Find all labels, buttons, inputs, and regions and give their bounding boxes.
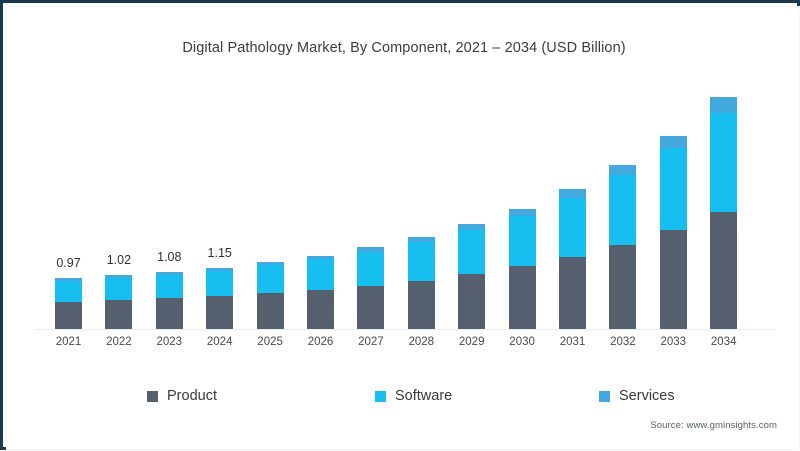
bar-segment-services[interactable]	[559, 189, 586, 198]
legend-swatch-icon	[599, 390, 610, 402]
bar-segment-software[interactable]	[357, 251, 385, 286]
bar-segment-services[interactable]	[609, 165, 637, 176]
bar-segment-product[interactable]	[55, 301, 82, 329]
bar-segment-product[interactable]	[659, 230, 687, 329]
x-tick-label-2025: 2025	[257, 336, 283, 348]
x-tick-label-2022: 2022	[106, 336, 132, 348]
bar-segment-services[interactable]	[206, 268, 234, 272]
legend-label: Product	[167, 388, 217, 404]
bar-segment-services[interactable]	[155, 272, 183, 275]
bar-segment-services[interactable]	[105, 275, 133, 278]
chart-legend: Product Software Services	[147, 388, 687, 410]
bar-segment-product[interactable]	[105, 300, 133, 329]
bar-value-label: 1.02	[106, 253, 132, 268]
bar-value-label: 0.97	[56, 255, 81, 270]
bar-segment-software[interactable]	[508, 215, 536, 267]
x-tick-label-2031: 2031	[559, 336, 586, 348]
bar-segment-services[interactable]	[710, 97, 738, 113]
plot-area: 0.97 2021 1.02 2022 1.08 2023 1.15 2024 2025 2026…	[7, 7, 800, 451]
bar-segment-software[interactable]	[710, 112, 738, 212]
legend-swatch-icon	[147, 390, 158, 402]
chart-title: Digital Pathology Market, By Component, …	[182, 40, 626, 56]
x-tick-label-2033: 2033	[660, 336, 687, 348]
legend-label: Software	[395, 388, 453, 404]
x-tick-label-2021: 2021	[55, 336, 82, 348]
chart-canvas: Digital Pathology Market, By Component, …	[6, 6, 800, 450]
bar-segment-software[interactable]	[206, 271, 234, 297]
bar-segment-software[interactable]	[105, 277, 133, 301]
x-tick-label-2030: 2030	[509, 336, 535, 348]
bar-segment-product[interactable]	[206, 296, 234, 329]
bar-segment-product[interactable]	[609, 244, 637, 329]
bar-segment-services[interactable]	[458, 224, 486, 230]
bar-segment-services[interactable]	[357, 247, 385, 252]
bar-segment-product[interactable]	[155, 298, 183, 329]
bar-segment-software[interactable]	[559, 197, 586, 257]
bar-segment-services[interactable]	[55, 277, 82, 281]
legend-swatch-icon	[375, 390, 386, 402]
bar-segment-product[interactable]	[458, 274, 486, 329]
legend-item-services[interactable]: Services	[599, 388, 675, 404]
bar-segment-product[interactable]	[710, 212, 738, 329]
x-axis-line	[35, 329, 775, 330]
bar-segment-software[interactable]	[659, 148, 687, 231]
legend-item-product[interactable]: Product	[147, 388, 217, 404]
bar-segment-services[interactable]	[508, 208, 536, 216]
bar-value-label: 1.15	[207, 246, 232, 261]
bar-segment-product[interactable]	[256, 293, 284, 329]
legend-item-software[interactable]: Software	[375, 388, 452, 404]
x-tick-label-2034: 2034	[710, 336, 737, 348]
bar-segment-product[interactable]	[407, 280, 435, 329]
bar-value-label: 1.08	[157, 250, 182, 265]
bar-segment-software[interactable]	[407, 242, 435, 281]
bar-segment-services[interactable]	[659, 136, 687, 149]
x-tick-label-2032: 2032	[610, 336, 636, 348]
bar-segment-software[interactable]	[55, 280, 82, 302]
bar-segment-product[interactable]	[559, 256, 586, 329]
bar-segment-software[interactable]	[307, 259, 334, 290]
x-tick-label-2023: 2023	[156, 336, 183, 348]
x-tick-label-2024: 2024	[206, 336, 233, 348]
bar-segment-product[interactable]	[508, 266, 536, 329]
x-tick-label-2027: 2027	[358, 336, 384, 348]
x-tick-label-2026: 2026	[307, 336, 334, 348]
bar-segment-services[interactable]	[256, 262, 284, 266]
bar-segment-product[interactable]	[307, 290, 334, 329]
bar-segment-services[interactable]	[407, 237, 435, 243]
bar-segment-software[interactable]	[458, 229, 486, 275]
x-tick-label-2029: 2029	[458, 336, 485, 348]
legend-label: Services	[619, 388, 675, 404]
bar-segment-services[interactable]	[307, 255, 334, 260]
source-attribution: Source: www.gminsights.com	[650, 420, 777, 431]
bar-segment-software[interactable]	[256, 265, 284, 294]
x-tick-label-2028: 2028	[408, 336, 435, 348]
bar-segment-software[interactable]	[609, 175, 637, 245]
bar-segment-product[interactable]	[357, 285, 385, 329]
bar-segment-software[interactable]	[155, 274, 183, 299]
